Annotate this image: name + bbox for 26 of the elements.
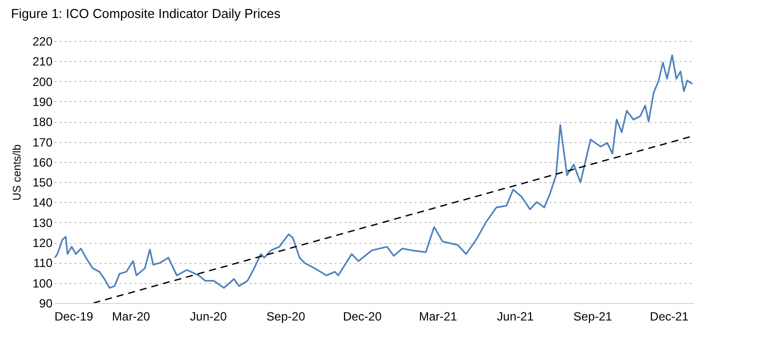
y-tick-label: 170 bbox=[32, 135, 53, 150]
y-tick-label: 110 bbox=[33, 256, 53, 270]
x-tick-label: Dec-19 bbox=[54, 310, 94, 324]
y-tick-label: 140 bbox=[32, 196, 53, 210]
x-tick-label: Mar-20 bbox=[112, 310, 150, 324]
y-tick-label: 200 bbox=[32, 74, 53, 89]
y-tick-label: 220 bbox=[32, 34, 53, 48]
y-tick-label: 100 bbox=[32, 276, 53, 290]
x-tick-label: Jun-20 bbox=[190, 310, 228, 324]
x-tick-label: Sep-21 bbox=[573, 310, 612, 324]
y-tick-label: 150 bbox=[32, 176, 53, 190]
y-tick-label: 180 bbox=[32, 115, 53, 130]
x-tick-label: Jun-21 bbox=[497, 310, 534, 324]
x-tick-label: Dec-20 bbox=[342, 310, 382, 324]
chart-title: Figure 1: ICO Composite Indicator Daily Prices bbox=[10, 6, 281, 21]
y-tick-label: 210 bbox=[32, 54, 53, 69]
y-tick-label: 160 bbox=[32, 155, 53, 170]
y-tick-label: 90 bbox=[39, 296, 53, 310]
y-tick-label: 120 bbox=[32, 236, 53, 250]
x-tick-label: Dec-21 bbox=[650, 310, 689, 324]
line-series bbox=[54, 54, 694, 289]
x-tick-label: Mar-21 bbox=[418, 310, 458, 324]
x-tick-label: Sep-20 bbox=[266, 310, 306, 324]
y-tick-label: 130 bbox=[32, 216, 53, 230]
y-tick-label: 190 bbox=[32, 94, 53, 109]
y-axis-title: US cents/lb bbox=[11, 144, 24, 201]
